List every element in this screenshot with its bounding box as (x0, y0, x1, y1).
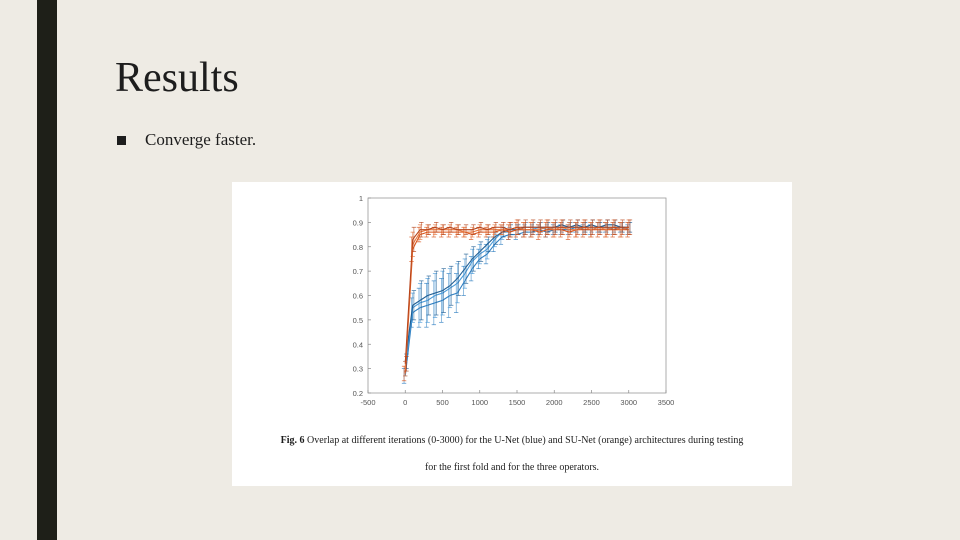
y-tick-label: 0.8 (353, 243, 363, 252)
y-tick-label: 1 (359, 194, 363, 203)
x-tick-label: 3500 (658, 398, 675, 407)
y-tick-label: 0.4 (353, 340, 363, 349)
x-tick-label: 500 (436, 398, 449, 407)
x-tick-label: 0 (403, 398, 407, 407)
figure-image: -500 0 500 1000 1500 2000 2500 3000 3500 0.2 0.3 0.… (232, 182, 792, 486)
x-tick-label: 2500 (583, 398, 600, 407)
slide-title: Results (115, 55, 239, 101)
x-tick-label: 1500 (509, 398, 526, 407)
x-tick-label: 1000 (471, 398, 488, 407)
bullet-text: Converge faster. (145, 130, 257, 149)
caption-label: Fig. 6 (280, 435, 305, 446)
figure-caption: Fig. 6 Overlap at different iterations (… (232, 436, 792, 473)
y-tick-label: 0.3 (353, 365, 363, 374)
x-tick-label: -500 (360, 398, 375, 407)
square-bullet-icon (117, 135, 126, 145)
caption-line-1: Fig. 6 Overlap at different iterations (… (232, 436, 792, 446)
caption-line-2: for the first fold and for the three ope… (424, 462, 600, 473)
y-tick-label: 0.7 (353, 267, 363, 276)
caption-text-1: Overlap at different iterations (0-3000)… (307, 435, 744, 446)
y-tick-label: 0.2 (353, 389, 363, 398)
y-tick-label: 0.5 (353, 316, 363, 325)
series-line (404, 226, 629, 364)
y-tick-label: 0.9 (353, 218, 363, 227)
bullet-item: Converge faster. (117, 130, 256, 150)
left-accent-bar (37, 0, 57, 540)
x-tick-label: 2000 (546, 398, 563, 407)
overlap-chart: -500 0 500 1000 1500 2000 2500 3000 3500 0.2 0.3 0.… (353, 194, 675, 407)
x-tick-label: 3000 (620, 398, 637, 407)
y-tick-label: 0.6 (353, 292, 363, 301)
